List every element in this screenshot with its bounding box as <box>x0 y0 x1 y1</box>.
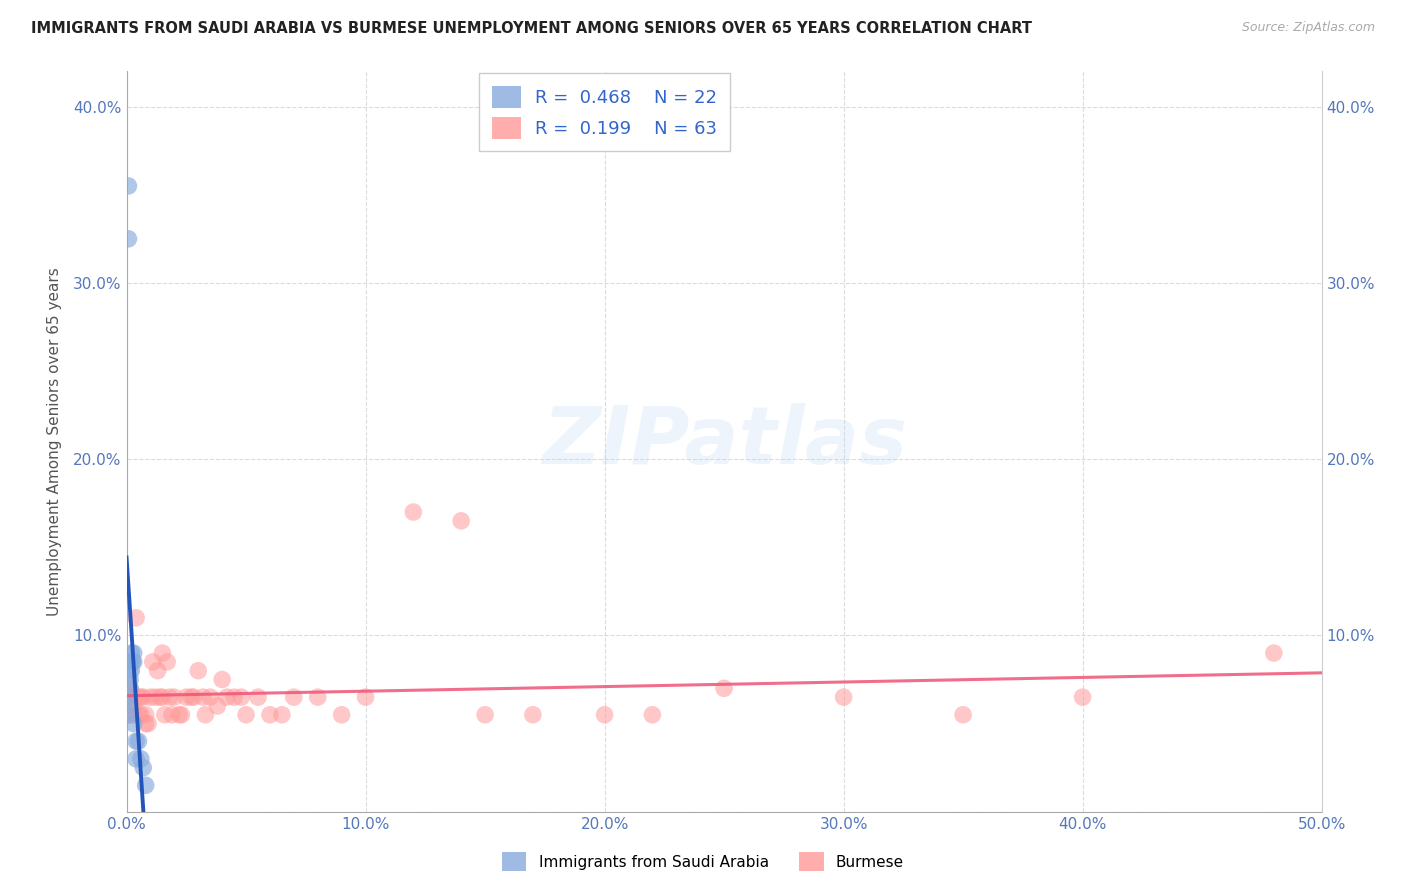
Point <box>135 707 157 722</box>
Point <box>122 646 145 660</box>
Point <box>129 752 152 766</box>
Point <box>122 655 145 669</box>
Point <box>117 232 139 246</box>
Point <box>150 690 174 705</box>
Point <box>118 690 141 705</box>
Point <box>402 505 425 519</box>
Point <box>118 698 141 713</box>
Point <box>120 690 142 705</box>
Point <box>522 707 544 722</box>
Point <box>159 690 181 705</box>
Point <box>118 707 141 722</box>
Point <box>135 716 157 731</box>
Point <box>163 690 186 705</box>
Point <box>117 681 139 696</box>
Y-axis label: Unemployment Among Seniors over 65 years: Unemployment Among Seniors over 65 years <box>46 268 62 615</box>
Point <box>122 698 145 713</box>
Point <box>191 690 214 705</box>
Point <box>122 707 145 722</box>
Text: IMMIGRANTS FROM SAUDI ARABIA VS BURMESE UNEMPLOYMENT AMONG SENIORS OVER 65 YEARS: IMMIGRANTS FROM SAUDI ARABIA VS BURMESE … <box>31 21 1032 36</box>
Point <box>142 655 165 669</box>
Text: Source: ZipAtlas.com: Source: ZipAtlas.com <box>1241 21 1375 34</box>
Point <box>170 707 193 722</box>
Point <box>194 707 217 722</box>
Point <box>354 690 377 705</box>
Point <box>129 690 152 705</box>
Point <box>127 734 149 748</box>
Point <box>952 707 974 722</box>
Point <box>235 707 257 722</box>
Point <box>180 690 202 705</box>
Point <box>283 690 305 705</box>
Point <box>143 690 166 705</box>
Point <box>146 664 169 678</box>
Point <box>125 734 148 748</box>
Point <box>150 646 174 660</box>
Point <box>231 690 253 705</box>
Text: ZIPatlas: ZIPatlas <box>541 402 907 481</box>
Point <box>474 707 496 722</box>
Point <box>153 707 176 722</box>
Point <box>120 655 142 669</box>
Point <box>222 690 246 705</box>
Point <box>1071 690 1094 705</box>
Point <box>122 690 145 705</box>
Point <box>307 690 329 705</box>
Point <box>118 707 141 722</box>
Point <box>160 707 183 722</box>
Point <box>117 178 139 193</box>
Point <box>1263 646 1285 660</box>
Point <box>125 611 148 625</box>
Point <box>259 707 281 722</box>
Point <box>270 707 294 722</box>
Point <box>174 690 197 705</box>
Point <box>187 664 209 678</box>
Point <box>139 690 162 705</box>
Point <box>118 655 141 669</box>
Point <box>247 690 270 705</box>
Point <box>127 690 149 705</box>
Legend: R =  0.468    N = 22, R =  0.199    N = 63: R = 0.468 N = 22, R = 0.199 N = 63 <box>479 73 730 152</box>
Point <box>129 707 152 722</box>
Point <box>132 690 155 705</box>
Point <box>450 514 472 528</box>
Point <box>330 707 353 722</box>
Point <box>120 664 142 678</box>
Point <box>641 707 664 722</box>
Point <box>118 664 141 678</box>
Point <box>122 716 145 731</box>
Point <box>132 761 155 775</box>
Point <box>121 655 143 669</box>
Point <box>125 752 148 766</box>
Point <box>156 655 179 669</box>
Point <box>135 778 157 792</box>
Point <box>120 681 142 696</box>
Point <box>120 707 142 722</box>
Point <box>120 681 142 696</box>
Point <box>183 690 205 705</box>
Point <box>207 698 229 713</box>
Point <box>136 716 159 731</box>
Point <box>120 646 142 660</box>
Point <box>127 707 149 722</box>
Point <box>593 707 616 722</box>
Point <box>832 690 855 705</box>
Legend: Immigrants from Saudi Arabia, Burmese: Immigrants from Saudi Arabia, Burmese <box>496 847 910 877</box>
Point <box>211 673 233 687</box>
Point <box>149 690 172 705</box>
Point <box>200 690 222 705</box>
Point <box>215 690 238 705</box>
Point <box>167 707 190 722</box>
Point <box>120 673 142 687</box>
Point <box>713 681 735 696</box>
Point <box>118 690 141 705</box>
